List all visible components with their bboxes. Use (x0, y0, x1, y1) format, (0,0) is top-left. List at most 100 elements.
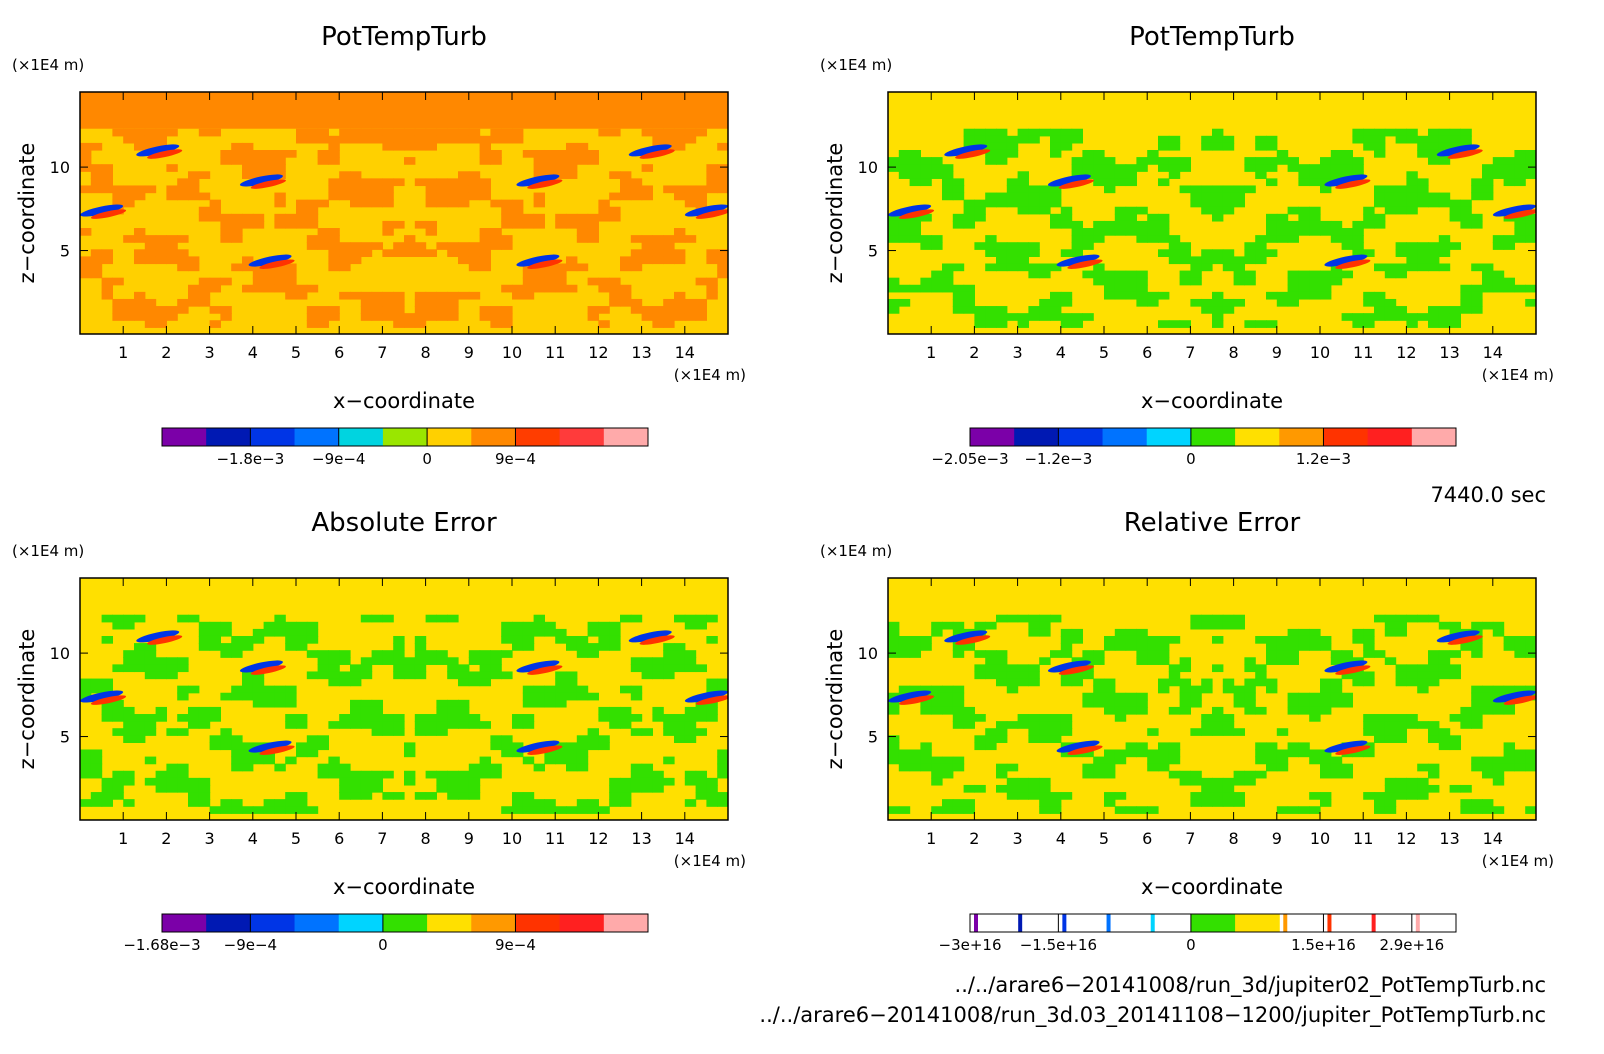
heatmap-cell (942, 171, 954, 179)
heatmap-cell (1298, 806, 1310, 814)
heatmap-cell (209, 628, 221, 637)
heatmap-cell (706, 685, 718, 694)
heatmap-cell (555, 277, 567, 286)
heatmap-cell (620, 192, 632, 201)
heatmap-cell (436, 135, 448, 144)
heatmap-cell (1093, 149, 1105, 158)
vortex-streak-blue (136, 144, 180, 157)
heatmap-cell (652, 714, 664, 722)
heatmap-cell (1266, 643, 1278, 651)
colorbar-swatch (427, 914, 472, 932)
heatmap-cell (1017, 671, 1029, 680)
heatmap-cell (1266, 678, 1278, 687)
heatmap-cell (1255, 664, 1267, 673)
heatmap-cell (1266, 220, 1278, 229)
heatmap-cell (1428, 256, 1440, 265)
colorbar-swatch (427, 428, 472, 446)
vortex-streak-blue (1324, 254, 1368, 267)
heatmap-cell (144, 756, 157, 765)
heatmap-cell (414, 242, 427, 250)
heatmap-cell (576, 149, 589, 158)
heatmap-cell (263, 685, 275, 694)
x-tick-label: 12 (588, 343, 608, 362)
heatmap-cell (382, 135, 394, 144)
heatmap-cell (1190, 199, 1202, 208)
heatmap-cell (963, 128, 975, 137)
heatmap-cell (1438, 242, 1451, 250)
heatmap-cell (144, 313, 157, 321)
heatmap-cell (371, 185, 383, 194)
heatmap-cell (112, 784, 124, 793)
heatmap-cell (1514, 284, 1526, 293)
heatmap-cell (1482, 692, 1494, 701)
heatmap-cell (252, 699, 265, 708)
heatmap-cell (177, 298, 189, 307)
heatmap-cell (1417, 142, 1429, 151)
heatmap-cell (942, 699, 954, 708)
heatmap-cell (360, 721, 373, 729)
heatmap-cell (1125, 206, 1137, 215)
heatmap-cell (598, 806, 610, 814)
heatmap-cell (177, 714, 189, 722)
heatmap-cell (1417, 678, 1429, 687)
heatmap-cell (1136, 157, 1148, 165)
heatmap-cell (1244, 657, 1256, 665)
heatmap-cell (1395, 678, 1407, 687)
heatmap-cell (468, 135, 481, 144)
heatmap-cell (317, 650, 329, 658)
heatmap-cell (490, 135, 502, 144)
heatmap-cell (1114, 206, 1127, 215)
heatmap-cell (447, 135, 459, 144)
heatmap-cell (306, 199, 319, 208)
heatmap-cell (1168, 171, 1181, 179)
x-tick-label: 11 (1353, 343, 1373, 362)
heatmap-cell (306, 635, 319, 644)
heatmap-cell (274, 799, 286, 807)
x-tick-label: 9 (1272, 343, 1282, 362)
heatmap-cell (144, 306, 157, 314)
heatmap-cell (382, 192, 394, 201)
heatmap-cell (942, 263, 954, 272)
heatmap-cell (479, 149, 491, 158)
heatmap-cell (360, 614, 373, 623)
heatmap-cell (350, 242, 362, 250)
heatmap-cell (404, 777, 416, 786)
heatmap-cell (598, 199, 610, 208)
heatmap-cell (1492, 770, 1505, 779)
heatmap-cell (1136, 291, 1148, 300)
heatmap-cell (468, 792, 481, 800)
heatmap-cell (641, 664, 653, 673)
heatmap-cell (350, 714, 362, 722)
heatmap-cell (1320, 692, 1332, 701)
heatmap-cell (1190, 621, 1202, 630)
heatmap-cell (630, 249, 643, 257)
heatmap-cell (166, 164, 178, 172)
heatmap-cell (1428, 192, 1440, 201)
heatmap-cell (1114, 178, 1127, 187)
x-tick-label: 4 (1056, 829, 1066, 848)
heatmap-cell (155, 135, 167, 144)
heatmap-cell (1039, 621, 1051, 630)
heatmap-cell (1384, 728, 1397, 736)
heatmap-cell (1050, 192, 1062, 201)
heatmap-cell (566, 678, 578, 687)
heatmap-cell (1471, 284, 1483, 293)
heatmap-cell (1363, 792, 1375, 800)
x-tick-label: 14 (675, 343, 695, 362)
colorbar-swatch (1102, 428, 1148, 446)
x-tick-label: 13 (631, 343, 651, 362)
heatmap-cell (1320, 635, 1332, 644)
heatmap-cell (898, 635, 911, 644)
heatmap-cell (296, 806, 308, 814)
heatmap-cell (1406, 185, 1418, 194)
heatmap-cell (1309, 284, 1321, 293)
heatmap-cell (1341, 149, 1353, 158)
heatmap-cell (1179, 692, 1191, 701)
heatmap-cell (1158, 320, 1170, 328)
heatmap-cell (1341, 699, 1353, 708)
heatmap-cell (393, 657, 405, 665)
heatmap-cell (695, 277, 707, 286)
heatmap-cell (587, 277, 599, 286)
heatmap-cell (1093, 277, 1105, 286)
heatmap-cell (555, 284, 567, 293)
